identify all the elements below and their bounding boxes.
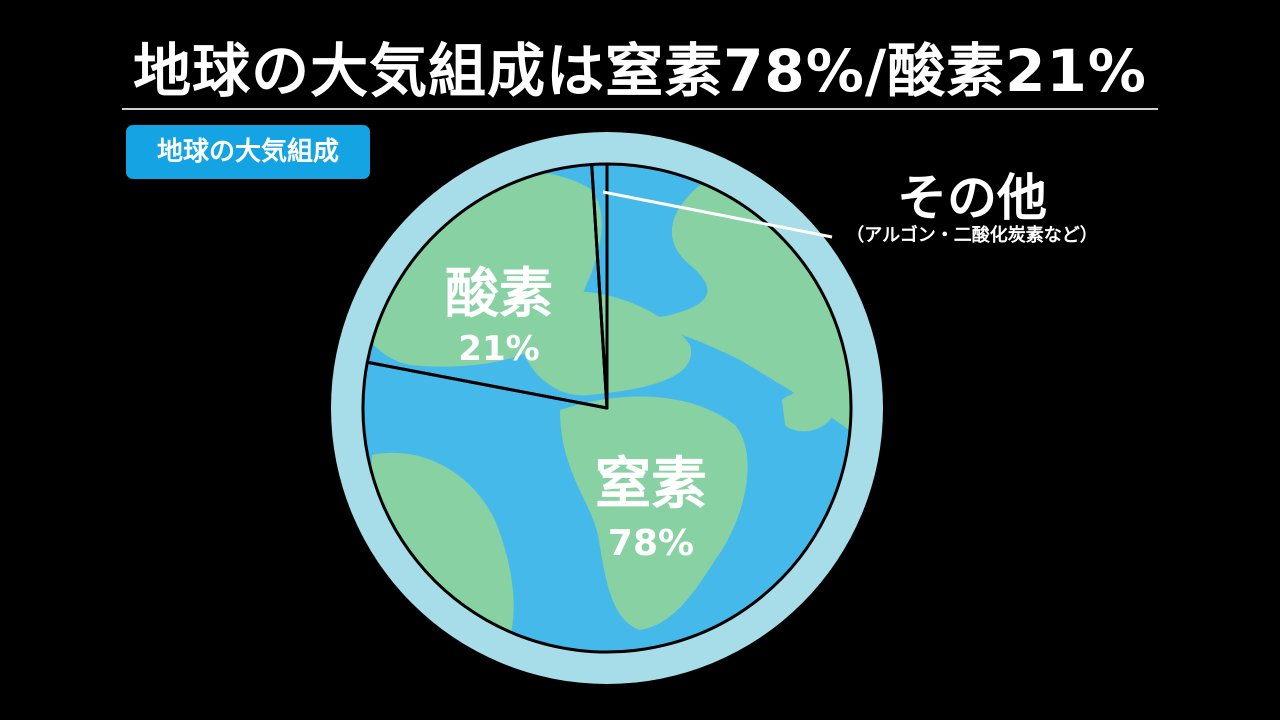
title-divider bbox=[122, 108, 1158, 110]
pie-slice-2 bbox=[590, 162, 609, 410]
slice-label-other-note: （アルゴン・二酸化炭素など） bbox=[846, 224, 1097, 246]
slice-label-nitrogen-name: 窒素 bbox=[595, 452, 707, 517]
slice-label-oxygen-value: 21% bbox=[458, 329, 539, 369]
pie-slice-1 bbox=[365, 162, 609, 410]
slice-label-nitrogen-value: 78% bbox=[608, 523, 694, 564]
slice-label-other-name: その他 bbox=[897, 169, 1047, 227]
page-title: 地球の大気組成は窒素78%/酸素21% bbox=[133, 37, 1147, 105]
chart-badge: 地球の大気組成 bbox=[126, 125, 370, 179]
slice-label-oxygen-name: 酸素 bbox=[445, 262, 553, 325]
pie-slice-0 bbox=[361, 162, 853, 654]
other-leader-line bbox=[602, 190, 833, 239]
pie-slices bbox=[361, 162, 853, 654]
